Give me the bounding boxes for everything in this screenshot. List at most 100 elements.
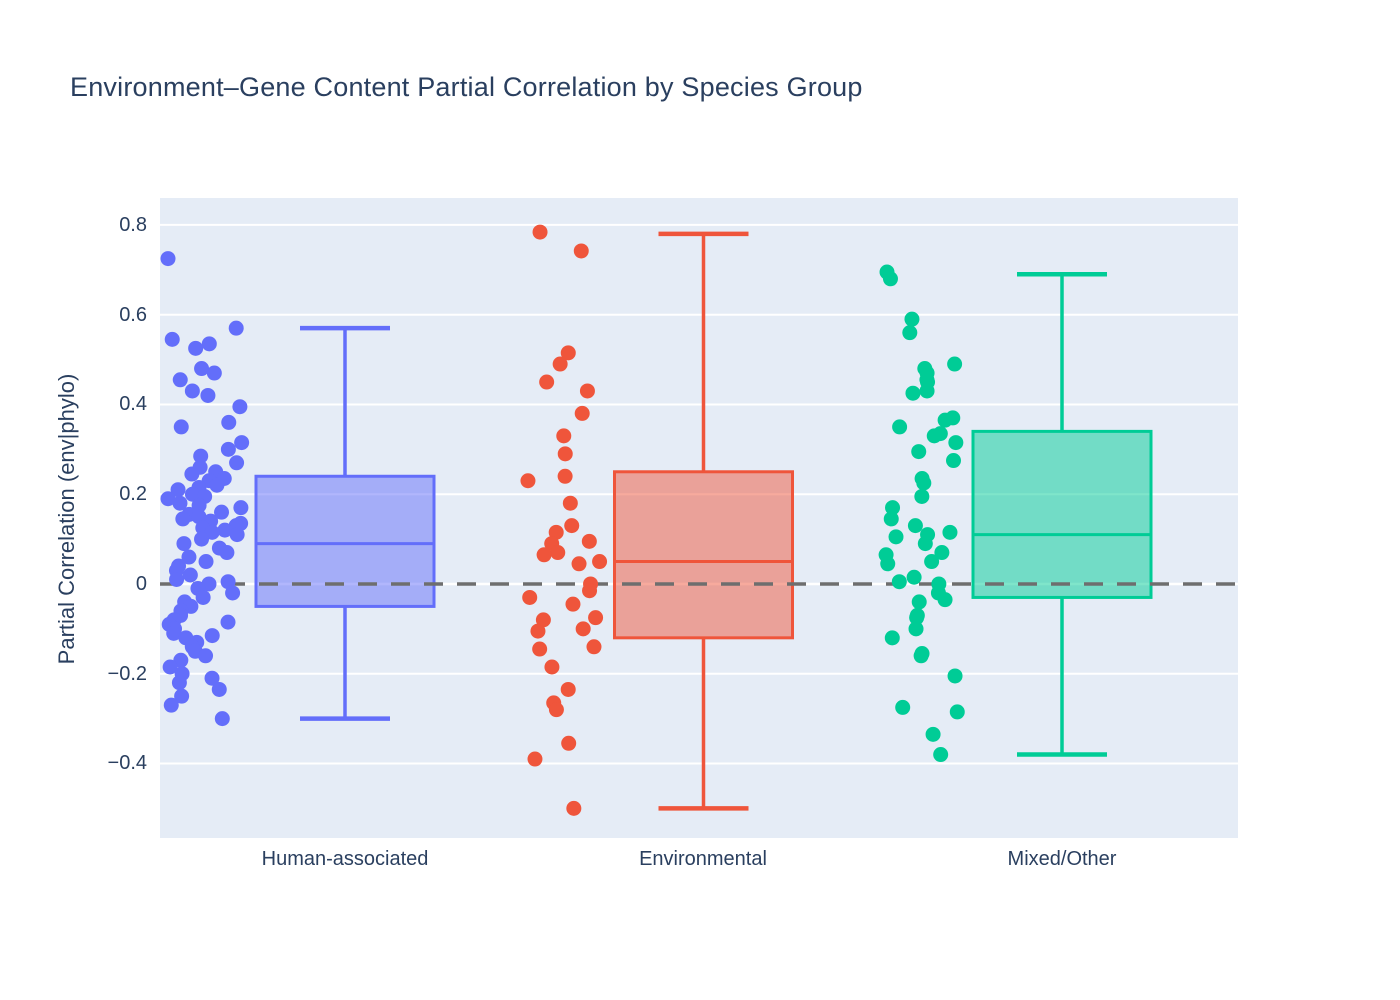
- data-point[interactable]: [917, 536, 933, 552]
- data-point[interactable]: [200, 387, 216, 403]
- data-point[interactable]: [550, 545, 566, 561]
- data-point[interactable]: [548, 702, 564, 718]
- data-point[interactable]: [933, 747, 949, 763]
- data-point[interactable]: [198, 554, 214, 570]
- data-point[interactable]: [562, 495, 578, 511]
- data-point[interactable]: [557, 468, 573, 484]
- data-point[interactable]: [219, 545, 235, 561]
- data-point[interactable]: [220, 614, 236, 630]
- data-point[interactable]: [561, 735, 577, 751]
- data-point[interactable]: [925, 726, 941, 742]
- data-point[interactable]: [539, 374, 555, 390]
- data-point[interactable]: [174, 688, 190, 704]
- data-point[interactable]: [552, 356, 568, 372]
- data-point[interactable]: [949, 704, 965, 720]
- data-point[interactable]: [926, 428, 942, 444]
- data-point[interactable]: [883, 511, 899, 527]
- data-point[interactable]: [225, 585, 241, 601]
- data-point[interactable]: [169, 571, 185, 587]
- data-point[interactable]: [582, 583, 598, 599]
- data-point[interactable]: [535, 612, 551, 628]
- data-point[interactable]: [232, 399, 248, 415]
- data-point[interactable]: [181, 549, 197, 565]
- data-point[interactable]: [164, 331, 180, 347]
- data-point[interactable]: [913, 648, 929, 664]
- data-point[interactable]: [221, 414, 237, 430]
- box-environmental[interactable]: [613, 470, 794, 640]
- data-point[interactable]: [880, 556, 896, 572]
- data-point[interactable]: [571, 556, 587, 572]
- data-point[interactable]: [194, 531, 210, 547]
- data-point[interactable]: [946, 453, 961, 469]
- data-point[interactable]: [163, 697, 179, 713]
- data-point[interactable]: [544, 659, 560, 675]
- data-point[interactable]: [948, 435, 964, 451]
- data-point[interactable]: [220, 574, 236, 590]
- data-point[interactable]: [184, 466, 200, 482]
- data-point[interactable]: [924, 554, 940, 570]
- data-point[interactable]: [914, 488, 930, 504]
- data-point[interactable]: [184, 486, 200, 502]
- data-point[interactable]: [575, 621, 591, 637]
- data-point[interactable]: [560, 681, 576, 697]
- data-point[interactable]: [884, 630, 900, 646]
- data-point[interactable]: [916, 475, 932, 491]
- data-point[interactable]: [234, 435, 250, 451]
- data-point[interactable]: [906, 569, 922, 585]
- data-point[interactable]: [162, 659, 178, 675]
- box-mixed-other[interactable]: [971, 429, 1153, 599]
- data-point[interactable]: [586, 639, 602, 655]
- data-point[interactable]: [557, 446, 573, 462]
- data-point[interactable]: [947, 356, 963, 372]
- data-point[interactable]: [204, 628, 220, 644]
- data-point[interactable]: [198, 648, 214, 664]
- data-point[interactable]: [911, 444, 927, 460]
- data-point[interactable]: [229, 455, 245, 471]
- data-point[interactable]: [532, 641, 548, 657]
- data-point[interactable]: [882, 271, 898, 287]
- data-point[interactable]: [892, 419, 908, 435]
- data-point[interactable]: [166, 625, 182, 641]
- data-point[interactable]: [902, 325, 918, 341]
- data-point[interactable]: [573, 243, 589, 259]
- data-point[interactable]: [175, 511, 191, 527]
- data-point[interactable]: [160, 491, 176, 507]
- data-point[interactable]: [522, 589, 538, 605]
- data-point[interactable]: [228, 320, 244, 336]
- data-point[interactable]: [937, 412, 953, 428]
- data-point[interactable]: [217, 522, 233, 538]
- data-point[interactable]: [229, 527, 245, 543]
- data-point[interactable]: [574, 405, 590, 421]
- data-point[interactable]: [588, 610, 604, 626]
- data-point[interactable]: [530, 623, 546, 639]
- data-point[interactable]: [195, 589, 211, 605]
- box-human-associated[interactable]: [254, 474, 436, 608]
- data-point[interactable]: [214, 504, 230, 520]
- data-point[interactable]: [904, 311, 920, 327]
- data-point[interactable]: [565, 596, 581, 612]
- data-point[interactable]: [201, 336, 217, 352]
- data-point[interactable]: [560, 345, 576, 361]
- data-point[interactable]: [579, 383, 595, 399]
- data-point[interactable]: [172, 495, 188, 511]
- data-point[interactable]: [173, 419, 189, 435]
- data-point[interactable]: [934, 545, 950, 561]
- data-point[interactable]: [171, 675, 187, 691]
- data-point[interactable]: [942, 524, 958, 540]
- data-point[interactable]: [173, 652, 189, 668]
- data-point[interactable]: [204, 670, 220, 686]
- data-point[interactable]: [564, 518, 580, 534]
- data-point[interactable]: [532, 224, 548, 240]
- data-point[interactable]: [188, 340, 204, 356]
- data-point[interactable]: [211, 681, 227, 697]
- data-point[interactable]: [206, 365, 222, 381]
- data-point[interactable]: [176, 536, 192, 552]
- data-point[interactable]: [908, 621, 924, 637]
- data-point[interactable]: [909, 610, 925, 626]
- data-point[interactable]: [581, 533, 597, 549]
- data-point[interactable]: [566, 800, 582, 816]
- data-point[interactable]: [184, 383, 200, 399]
- data-point[interactable]: [191, 497, 207, 513]
- data-point[interactable]: [160, 251, 176, 267]
- data-point[interactable]: [891, 574, 907, 590]
